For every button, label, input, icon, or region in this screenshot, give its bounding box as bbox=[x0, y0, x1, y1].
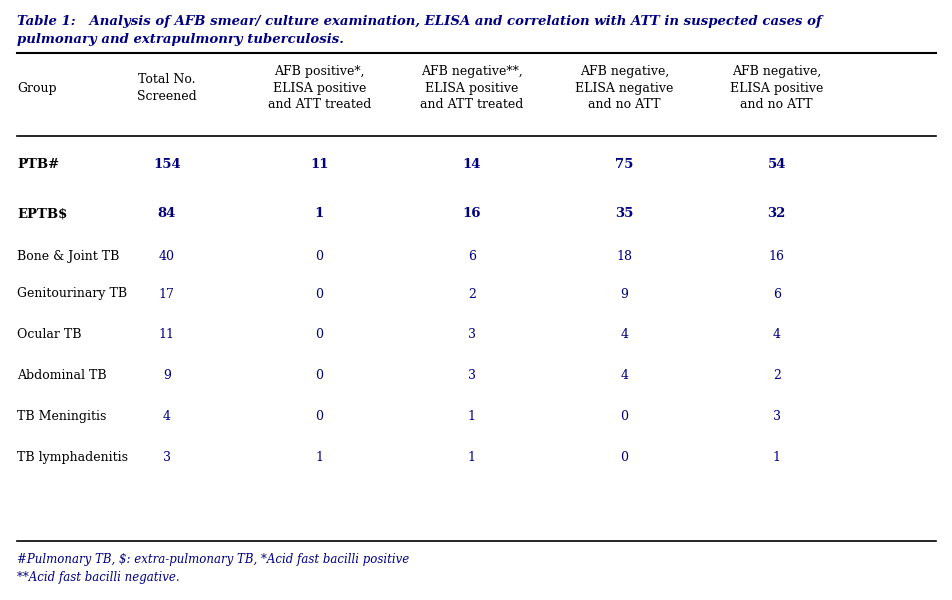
Text: Total No.: Total No. bbox=[138, 73, 195, 86]
Text: 1: 1 bbox=[772, 451, 780, 464]
Text: AFB negative,: AFB negative, bbox=[579, 65, 668, 78]
Text: 11: 11 bbox=[159, 328, 174, 341]
Text: 11: 11 bbox=[309, 158, 328, 171]
Text: 2: 2 bbox=[772, 369, 780, 382]
Text: 9: 9 bbox=[620, 287, 627, 301]
Text: AFB negative**,: AFB negative**, bbox=[421, 65, 522, 78]
Text: AFB negative,: AFB negative, bbox=[731, 65, 821, 78]
Text: 0: 0 bbox=[315, 369, 323, 382]
Text: 154: 154 bbox=[152, 158, 181, 171]
Text: EPTB$: EPTB$ bbox=[17, 207, 68, 220]
Text: 9: 9 bbox=[163, 369, 170, 382]
Text: 18: 18 bbox=[616, 250, 631, 263]
Text: 75: 75 bbox=[614, 158, 633, 171]
Text: 3: 3 bbox=[772, 410, 780, 423]
Text: ELISA positive: ELISA positive bbox=[425, 82, 518, 95]
Text: 3: 3 bbox=[467, 328, 475, 341]
Text: 0: 0 bbox=[620, 410, 627, 423]
Text: 1: 1 bbox=[467, 451, 475, 464]
Text: 35: 35 bbox=[614, 207, 633, 220]
Text: Table 1:   Analysis of AFB smear/ culture examination, ELISA and correlation wit: Table 1: Analysis of AFB smear/ culture … bbox=[17, 14, 821, 28]
Text: 4: 4 bbox=[772, 328, 780, 341]
Text: 6: 6 bbox=[467, 250, 475, 263]
Text: 16: 16 bbox=[462, 207, 481, 220]
Text: 3: 3 bbox=[163, 451, 170, 464]
Text: Abdominal TB: Abdominal TB bbox=[17, 369, 107, 382]
Text: 3: 3 bbox=[467, 369, 475, 382]
Text: ELISA positive: ELISA positive bbox=[729, 82, 823, 95]
Text: 0: 0 bbox=[315, 250, 323, 263]
Text: 40: 40 bbox=[159, 250, 174, 263]
Text: ELISA positive: ELISA positive bbox=[272, 82, 366, 95]
Text: 54: 54 bbox=[766, 158, 785, 171]
Text: 17: 17 bbox=[159, 287, 174, 301]
Text: 84: 84 bbox=[157, 207, 176, 220]
Text: 6: 6 bbox=[772, 287, 780, 301]
Text: #Pulmonary TB, $: extra-pulmonary TB, *Acid fast bacilli positive: #Pulmonary TB, $: extra-pulmonary TB, *A… bbox=[17, 553, 409, 566]
Text: 4: 4 bbox=[620, 369, 627, 382]
Text: pulmonary and extrapulmonry tuberculosis.: pulmonary and extrapulmonry tuberculosis… bbox=[17, 32, 344, 46]
Text: 0: 0 bbox=[315, 287, 323, 301]
Text: and ATT treated: and ATT treated bbox=[420, 98, 523, 112]
Text: and no ATT: and no ATT bbox=[740, 98, 812, 112]
Text: 14: 14 bbox=[462, 158, 481, 171]
Text: Genitourinary TB: Genitourinary TB bbox=[17, 287, 128, 301]
Text: 4: 4 bbox=[163, 410, 170, 423]
Text: 16: 16 bbox=[768, 250, 783, 263]
Text: 0: 0 bbox=[315, 410, 323, 423]
Text: ELISA negative: ELISA negative bbox=[574, 82, 673, 95]
Text: TB lymphadenitis: TB lymphadenitis bbox=[17, 451, 128, 464]
Text: Bone & Joint TB: Bone & Joint TB bbox=[17, 250, 119, 263]
Text: AFB positive*,: AFB positive*, bbox=[274, 65, 364, 78]
Text: 2: 2 bbox=[467, 287, 475, 301]
Text: 1: 1 bbox=[315, 451, 323, 464]
Text: 1: 1 bbox=[467, 410, 475, 423]
Text: 32: 32 bbox=[766, 207, 785, 220]
Text: PTB#: PTB# bbox=[17, 158, 59, 171]
Text: 0: 0 bbox=[315, 328, 323, 341]
Text: Ocular TB: Ocular TB bbox=[17, 328, 82, 341]
Text: 1: 1 bbox=[314, 207, 324, 220]
Text: and no ATT: and no ATT bbox=[587, 98, 660, 112]
Text: 0: 0 bbox=[620, 451, 627, 464]
Text: Group: Group bbox=[17, 82, 57, 95]
Text: TB Meningitis: TB Meningitis bbox=[17, 410, 107, 423]
Text: **Acid fast bacilli negative.: **Acid fast bacilli negative. bbox=[17, 571, 180, 584]
Text: Screened: Screened bbox=[137, 90, 196, 103]
Text: 4: 4 bbox=[620, 328, 627, 341]
Text: and ATT treated: and ATT treated bbox=[268, 98, 370, 112]
